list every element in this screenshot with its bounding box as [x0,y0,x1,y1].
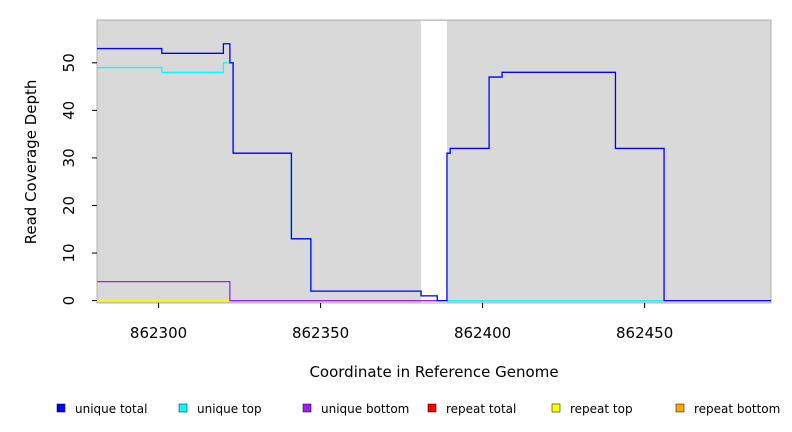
x-tick-label: 862300 [130,324,187,342]
y-tick-label: 10 [60,244,78,263]
plot-frame [96,19,772,304]
y-tick-label: 20 [60,196,78,215]
legend-label: repeat top [570,402,633,416]
x-axis-label: Coordinate in Reference Genome [309,363,558,381]
legend-swatch [427,403,437,413]
y-tick-label: 30 [60,148,78,167]
legend-swatch [551,403,561,413]
series-line-unique-total [97,43,771,302]
legend-label: repeat bottom [694,402,780,416]
legend-swatch [302,403,312,413]
y-tick-label: 0 [60,296,78,306]
y-axis-label: Read Coverage Depth [22,80,40,245]
legend-swatch [56,403,66,413]
legend-label: unique total [75,402,147,416]
x-tick-label: 862350 [292,324,349,342]
legend-swatch [178,403,188,413]
x-tick-label: 862450 [616,324,673,342]
coverage-gap [421,21,447,303]
y-tick-label: 50 [60,53,78,72]
legend: unique total unique top unique bottom repea… [56,402,780,416]
legend-label: unique top [197,402,262,416]
y-tick-label: 40 [60,101,78,120]
x-tick-label: 862400 [454,324,511,342]
legend-label: repeat total [446,402,516,416]
legend-swatch [675,403,685,413]
legend-label: unique bottom [321,402,409,416]
